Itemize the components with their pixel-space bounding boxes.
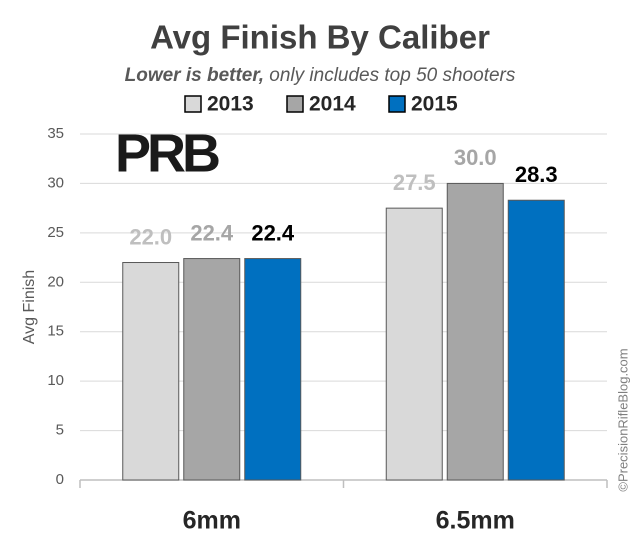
x-tick-label: 6.5mm bbox=[436, 507, 515, 535]
legend-label: 2014 bbox=[309, 93, 356, 116]
legend-label: 2013 bbox=[207, 93, 254, 116]
bar bbox=[446, 182, 504, 481]
bar bbox=[507, 199, 565, 481]
value-label: 27.5 bbox=[393, 170, 436, 195]
value-label: 22.4 bbox=[190, 220, 234, 245]
legend-swatch bbox=[184, 95, 202, 113]
chart-title: Avg Finish By Caliber bbox=[150, 19, 490, 56]
value-label: 28.3 bbox=[515, 162, 558, 187]
y-tick-label: 25 bbox=[47, 224, 64, 241]
subtitle: Lower is better, only includes top 50 sh… bbox=[125, 65, 516, 86]
y-tick-label: 15 bbox=[47, 323, 64, 340]
y-tick-label: 10 bbox=[47, 372, 64, 389]
legend-swatch bbox=[388, 95, 406, 113]
bar bbox=[244, 258, 302, 481]
bar bbox=[122, 262, 180, 481]
x-tick-label: 6mm bbox=[183, 507, 241, 535]
bar bbox=[385, 207, 443, 481]
subtitle-bold: Lower is better, bbox=[125, 65, 264, 86]
y-tick-label: 20 bbox=[47, 273, 64, 290]
watermark: ©PrecisionRifleBlog.com bbox=[615, 348, 630, 491]
value-label: 30.0 bbox=[454, 145, 497, 170]
bar bbox=[183, 258, 241, 481]
value-label: 22.0 bbox=[129, 224, 172, 249]
y-tick-label: 35 bbox=[47, 125, 64, 142]
logo: PRB bbox=[115, 123, 219, 183]
y-tick-label: 0 bbox=[56, 471, 64, 488]
legend-label: 2015 bbox=[411, 93, 458, 116]
legend-swatch bbox=[286, 95, 304, 113]
value-label: 22.4 bbox=[251, 220, 295, 245]
y-tick-label: 30 bbox=[47, 174, 64, 191]
y-axis-label: Avg Finish bbox=[21, 270, 38, 344]
y-tick-label: 5 bbox=[56, 422, 64, 439]
subtitle-rest: only includes top 50 shooters bbox=[269, 65, 516, 86]
